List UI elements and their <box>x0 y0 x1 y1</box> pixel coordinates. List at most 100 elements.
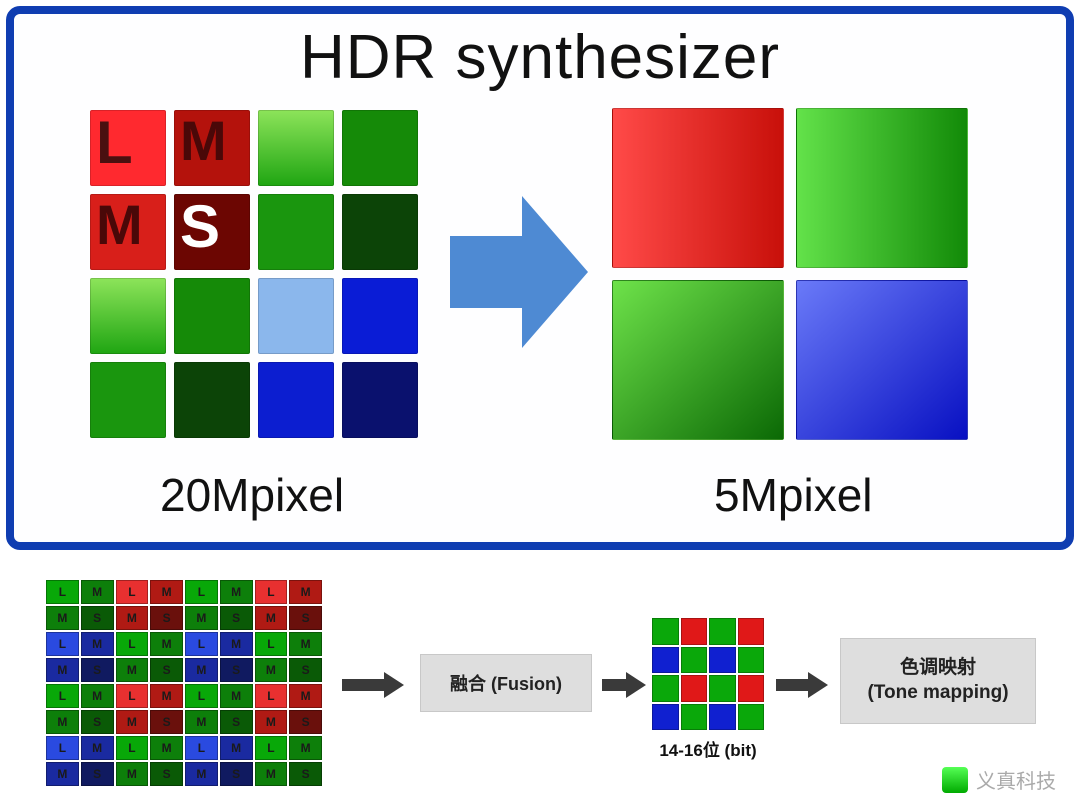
bayer-pixel <box>681 704 708 731</box>
source-pixel <box>174 362 250 438</box>
sensor-pixel: S <box>81 606 114 630</box>
bayer-pixel <box>738 618 765 645</box>
sensor-pixel: M <box>116 606 149 630</box>
tone-mapping-box: 色调映射 (Tone mapping) <box>840 638 1036 724</box>
sensor-pixel: S <box>220 710 253 734</box>
bayer-grid <box>652 618 764 730</box>
sensor-pixel: M <box>289 736 322 760</box>
bayer-pixel <box>738 647 765 674</box>
sensor-pixel: M <box>150 684 183 708</box>
sensor-pixel: S <box>220 658 253 682</box>
bayer-pixel <box>681 618 708 645</box>
sensor-pixel: M <box>81 684 114 708</box>
hdr-synthesizer-panel: HDR synthesizer LMMS 20Mpixel 5Mpixel <box>6 6 1074 550</box>
exposure-letter: M <box>180 108 227 173</box>
arrow-right-icon <box>342 670 404 700</box>
sensor-pattern-grid: LMLMLMLMMSMSMSMSLMLMLMLMMSMSMSMSLMLMLMLM… <box>46 580 322 786</box>
sensor-pixel: S <box>289 658 322 682</box>
sensor-pixel: M <box>46 606 79 630</box>
bayer-label: 14-16位 (bit) <box>646 736 770 761</box>
dest-pixel-grid <box>612 108 968 440</box>
sensor-pixel: L <box>255 684 288 708</box>
sensor-pixel: M <box>220 632 253 656</box>
exposure-letter: L <box>96 108 133 177</box>
sensor-pixel: S <box>150 658 183 682</box>
arrow-right-icon <box>602 670 646 700</box>
sensor-pixel: M <box>46 710 79 734</box>
source-pixel <box>342 110 418 186</box>
sensor-pixel: M <box>185 710 218 734</box>
wechat-icon <box>942 767 968 793</box>
source-pixel <box>258 278 334 354</box>
dest-pixel <box>796 280 968 440</box>
sensor-pixel: L <box>185 736 218 760</box>
bayer-pixel <box>709 675 736 702</box>
sensor-pixel: M <box>46 762 79 786</box>
sensor-pixel: L <box>46 736 79 760</box>
sensor-pixel: M <box>255 606 288 630</box>
sensor-pixel: S <box>150 606 183 630</box>
source-pixel: M <box>174 110 250 186</box>
source-pixel: S <box>174 194 250 270</box>
sensor-pixel: M <box>150 632 183 656</box>
sensor-pixel: L <box>46 632 79 656</box>
sensor-pixel: M <box>289 632 322 656</box>
sensor-pixel: M <box>220 580 253 604</box>
sensor-pixel: S <box>289 762 322 786</box>
tone-line2: (Tone mapping) <box>867 681 1008 706</box>
sensor-pixel: M <box>81 632 114 656</box>
dest-pixel <box>612 108 784 268</box>
sensor-pixel: L <box>46 580 79 604</box>
fusion-box: 融合 (Fusion) <box>420 654 592 712</box>
sensor-pixel: M <box>185 762 218 786</box>
source-pixel <box>342 194 418 270</box>
arrow-right-icon <box>776 670 828 700</box>
bayer-pixel <box>652 704 679 731</box>
source-pixel-grid: LMMS <box>90 110 418 438</box>
bayer-pixel <box>709 647 736 674</box>
sensor-pixel: L <box>116 632 149 656</box>
exposure-letter: S <box>180 192 220 261</box>
exposure-letter: M <box>96 192 143 257</box>
sensor-pixel: S <box>81 762 114 786</box>
source-pixel <box>258 362 334 438</box>
sensor-pixel: M <box>116 762 149 786</box>
source-pixel <box>258 194 334 270</box>
bayer-pixel <box>738 675 765 702</box>
sensor-pixel: M <box>81 580 114 604</box>
sensor-pixel: M <box>255 658 288 682</box>
sensor-pixel: M <box>220 736 253 760</box>
bayer-pixel <box>738 704 765 731</box>
source-pixel <box>342 362 418 438</box>
sensor-pixel: S <box>81 710 114 734</box>
sensor-pixel: L <box>185 632 218 656</box>
sensor-pixel: L <box>116 684 149 708</box>
sensor-pixel: M <box>185 606 218 630</box>
sensor-pixel: S <box>81 658 114 682</box>
source-pixel: L <box>90 110 166 186</box>
sensor-pixel: M <box>46 658 79 682</box>
source-pixel <box>258 110 334 186</box>
source-pixel: M <box>90 194 166 270</box>
bayer-pixel <box>681 675 708 702</box>
sensor-pixel: L <box>185 580 218 604</box>
sensor-pixel: M <box>255 710 288 734</box>
sensor-pixel: L <box>116 736 149 760</box>
watermark: 义真科技 <box>942 765 1056 794</box>
sensor-pixel: S <box>220 762 253 786</box>
sensor-pixel: S <box>150 762 183 786</box>
sensor-pixel: L <box>255 736 288 760</box>
watermark-text: 义真科技 <box>976 765 1056 794</box>
sensor-pixel: L <box>255 632 288 656</box>
sensor-pixel: M <box>220 684 253 708</box>
sensor-pixel: M <box>289 580 322 604</box>
sensor-pixel: M <box>116 658 149 682</box>
sensor-pixel: S <box>220 606 253 630</box>
source-pixel <box>90 362 166 438</box>
bayer-pixel <box>681 647 708 674</box>
sensor-pixel: M <box>289 684 322 708</box>
sensor-pixel: M <box>81 736 114 760</box>
sensor-pixel: M <box>255 762 288 786</box>
processing-pipeline: LMLMLMLMMSMSMSMSLMLMLMLMMSMSMSMSLMLMLMLM… <box>46 580 1060 800</box>
sensor-pixel: L <box>116 580 149 604</box>
